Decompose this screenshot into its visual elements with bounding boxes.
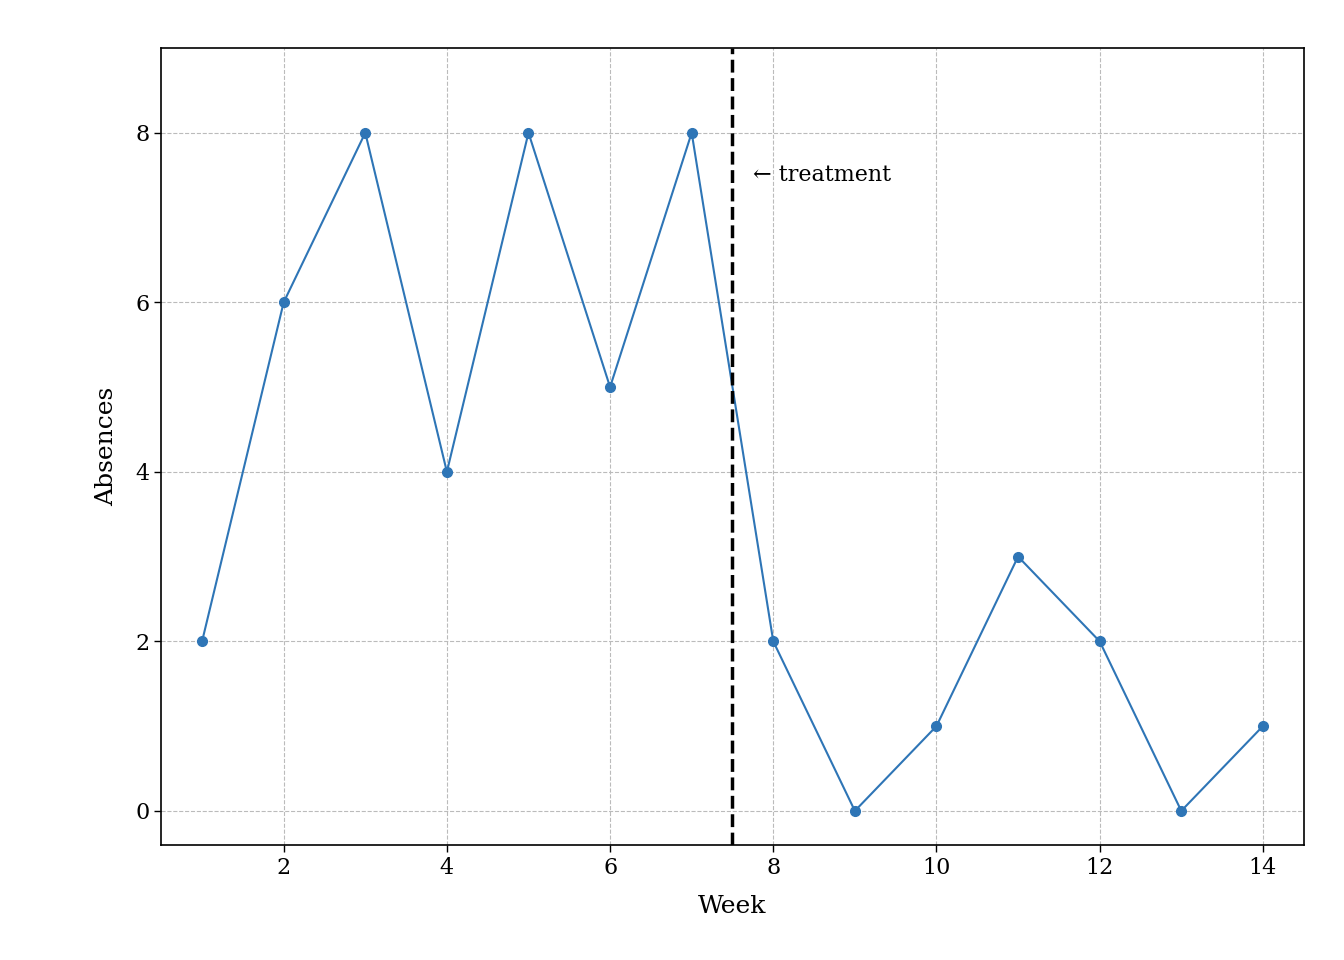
- X-axis label: Week: Week: [699, 896, 766, 919]
- Y-axis label: Absences: Absences: [95, 387, 118, 506]
- Text: ← treatment: ← treatment: [753, 164, 891, 186]
